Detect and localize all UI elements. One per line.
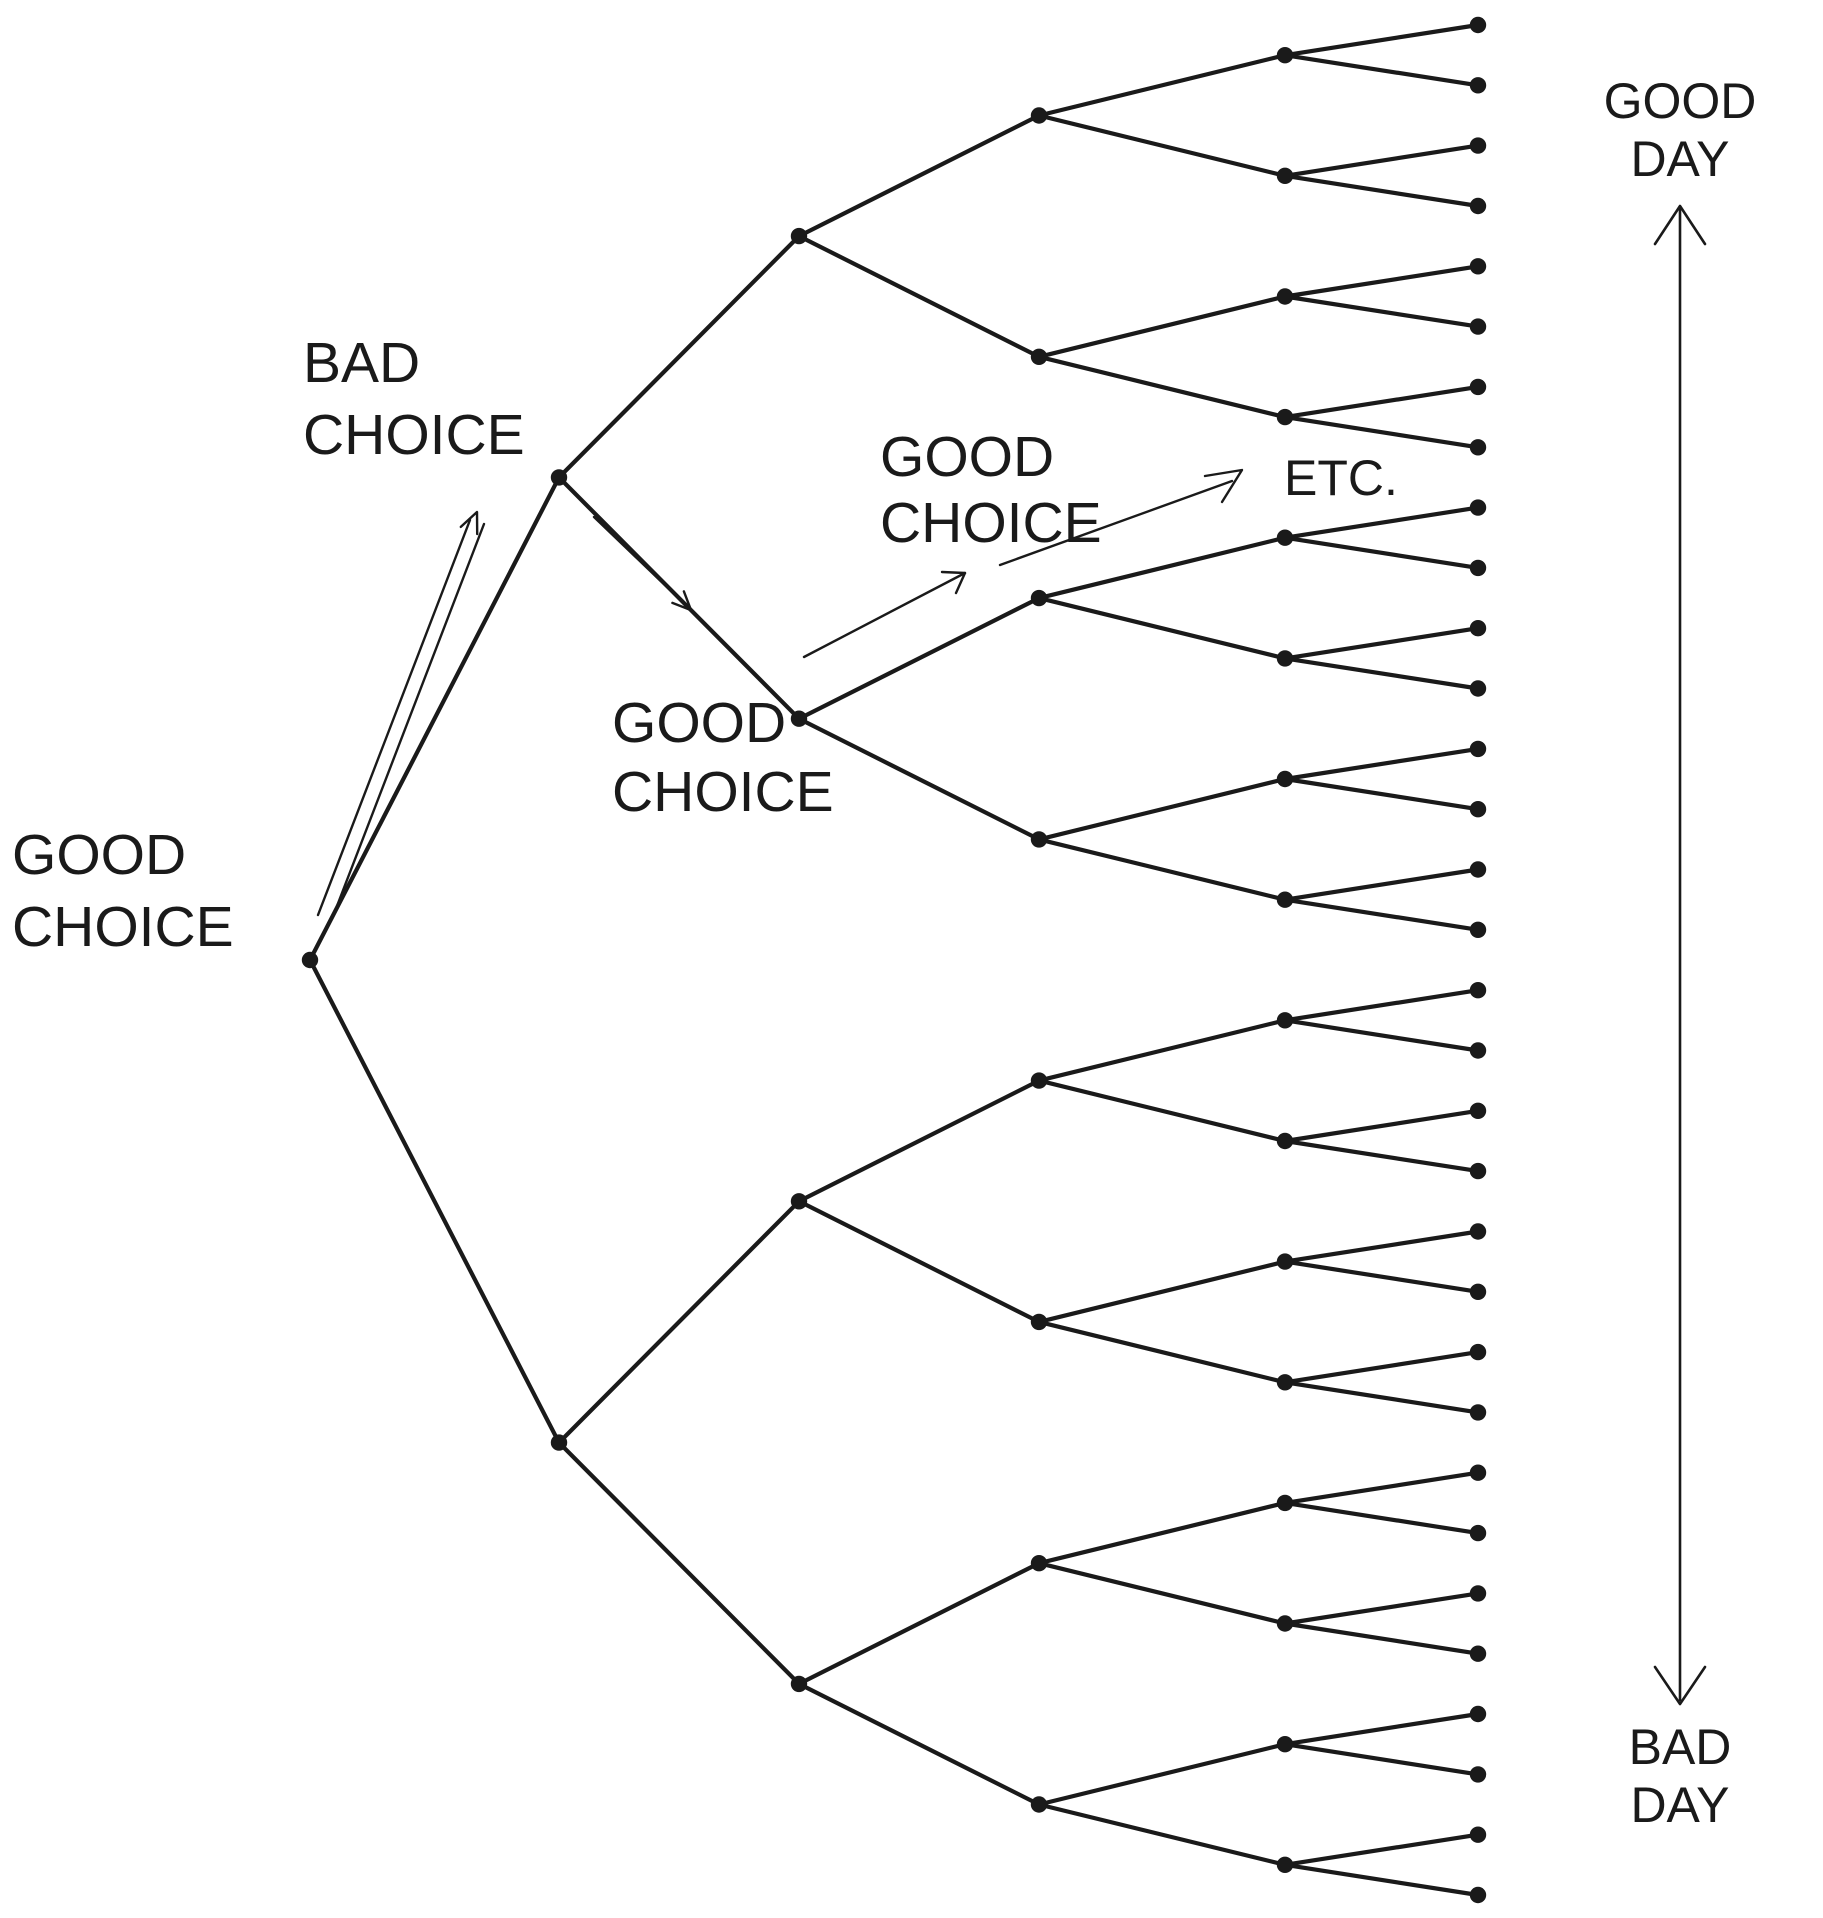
svg-text:GOOD: GOOD <box>12 823 186 887</box>
svg-text:BAD: BAD <box>1629 1719 1732 1775</box>
svg-text:BAD: BAD <box>303 331 420 395</box>
svg-text:CHOICE: CHOICE <box>612 760 834 824</box>
svg-text:ETC.: ETC. <box>1284 450 1398 506</box>
svg-text:DAY: DAY <box>1630 131 1729 187</box>
svg-text:CHOICE: CHOICE <box>880 491 1102 555</box>
svg-text:CHOICE: CHOICE <box>12 895 234 959</box>
svg-text:DAY: DAY <box>1630 1777 1729 1833</box>
svg-text:GOOD: GOOD <box>1604 73 1757 129</box>
svg-text:CHOICE: CHOICE <box>303 403 525 467</box>
svg-text:GOOD: GOOD <box>880 425 1054 489</box>
svg-text:GOOD: GOOD <box>612 691 786 755</box>
